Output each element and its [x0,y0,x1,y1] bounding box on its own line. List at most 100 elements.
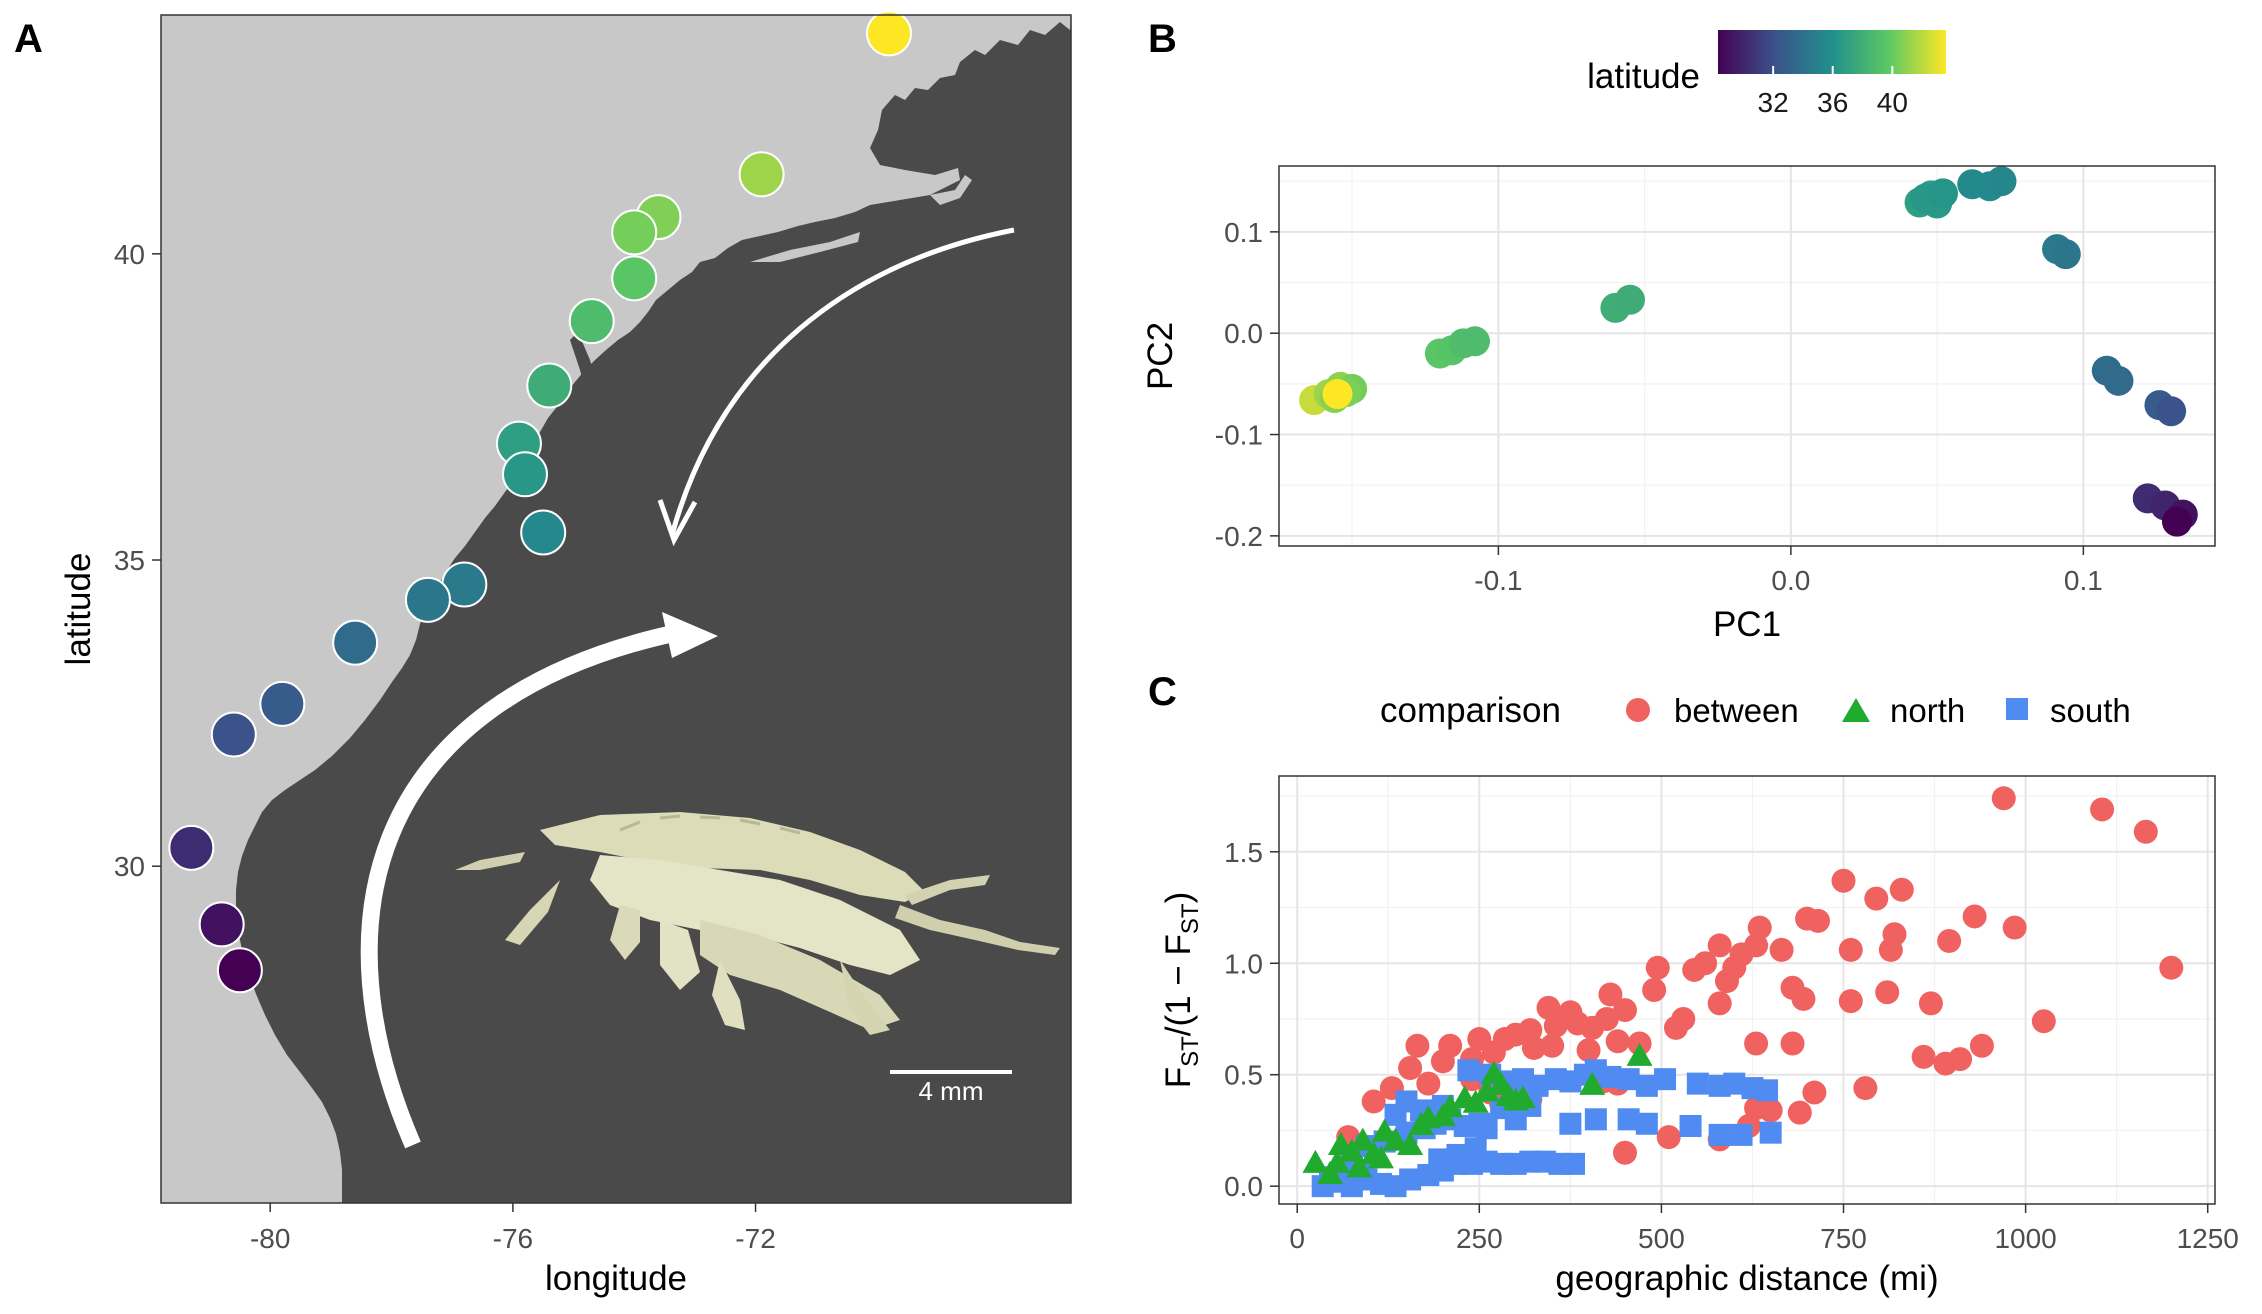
point-north [1397,1132,1424,1156]
panel-letter-c: C [1148,670,1177,714]
point-between [1605,1029,1630,1054]
point-between [1656,1125,1681,1150]
point-north [1382,1127,1409,1151]
latitude-legend-ticks: 32 36 40 [1758,66,1908,118]
point-between [1962,904,1987,929]
legend-key-north [1842,698,1870,722]
ibd-panel: comparison between north south 0 250 500 75… [1159,691,2239,1298]
point-between [1405,1033,1430,1058]
y-tick-label: 40 [114,239,145,270]
pca-y-ticks: -0.2 -0.1 0.0 0.1 [1215,217,1279,552]
point-between [1933,1051,1958,1076]
point-north [1324,1149,1351,1173]
point-between [1744,1031,1769,1056]
point-between [1747,915,1772,940]
point-between [1911,1044,1936,1069]
point-between [1838,989,1863,1014]
point-south [1446,1143,1469,1166]
point-south [1654,1068,1677,1091]
pca-point [2103,365,2134,396]
point-south [1399,1168,1422,1191]
pca-point [1927,178,1958,209]
point-between [2133,819,2158,844]
pca-point [1615,284,1645,315]
sample-site-point [866,10,912,57]
point-south [1759,1121,1782,1144]
point-between [1758,1098,1783,1123]
ibd-x-axis-title: geographic distance (mi) [1555,1259,1938,1298]
legend-key-between [1626,698,1650,722]
colorbar-tick-label: 40 [1877,87,1908,118]
y-tick-label: 0.0 [1224,1171,1263,1202]
x-tick-label: 0.1 [2064,565,2103,596]
point-between [1707,933,1732,958]
sample-site-point [611,209,658,256]
sample-site-point [168,824,215,871]
sample-site-point [332,619,379,666]
gulf-stream-arrowhead-icon [662,612,718,658]
southward-arrowhead-icon [657,499,698,547]
point-south [1464,1137,1487,1160]
cape-cod [930,175,972,205]
pca-y-axis-title: PC2 [1141,322,1180,390]
x-tick-label: 1250 [2177,1223,2239,1254]
point-between [1937,928,1962,953]
point-south [1635,1074,1658,1097]
point-between [1714,969,1739,994]
point-south [1686,1072,1709,1095]
point-north [1579,1071,1606,1095]
point-between [2002,915,2027,940]
sample-site-point [210,711,257,758]
x-tick-label: 750 [1820,1223,1867,1254]
point-between [1806,908,1831,933]
sample-site-point [568,298,615,345]
y-tick-label: 30 [114,851,145,882]
delaware-bay [640,345,670,430]
point-north [1302,1149,1329,1173]
pca-plot-border [1278,165,2216,547]
point-south [1730,1123,1753,1146]
scale-bar-label: 4 mm [919,1076,984,1106]
point-between [1802,1080,1827,1105]
point-north [1349,1127,1376,1151]
ibd-y-ticks: 0.0 0.5 1.0 1.5 [1224,837,1279,1202]
point-south [1635,1112,1658,1135]
point-between [1398,1056,1423,1081]
legend-label-south: south [2050,692,2131,729]
pca-x-axis-title: PC1 [1713,605,1781,644]
point-between [1991,786,2016,811]
x-tick-label: 500 [1638,1223,1685,1254]
point-south [1457,1059,1480,1082]
point-between [1969,1033,1994,1058]
y-tick-label: 1.5 [1224,837,1263,868]
point-south [1428,1148,1451,1171]
point-between [1853,1076,1878,1101]
point-between [1787,1100,1812,1125]
point-between [1707,991,1732,1016]
pca-point [2050,239,2081,270]
sample-site-point [198,901,245,948]
land-mass [161,15,1071,1203]
gulf-stream-arrow [360,623,682,1149]
sample-sites [168,10,912,994]
point-between [1878,937,1903,962]
sample-site-point [404,576,451,623]
panel-letter-b: B [1148,17,1177,61]
point-between [1612,1140,1637,1165]
x-tick-label: -0.1 [1474,565,1522,596]
point-between [2031,1009,2056,1034]
point-between [1565,1011,1590,1036]
point-between [1780,1031,1805,1056]
point-between [1430,1049,1455,1074]
point-between [1576,1038,1601,1063]
point-between [1875,980,1900,1005]
sample-site-point [526,362,573,409]
pca-gridlines [1279,166,2215,546]
map-border [160,14,1072,1204]
point-between [1481,1040,1506,1065]
pca-point [2156,396,2187,427]
point-south [1617,1108,1640,1131]
y-tick-label: 0.5 [1224,1060,1263,1091]
sample-site-point [502,451,548,498]
map-y-ticks: 30 35 40 [114,239,161,882]
